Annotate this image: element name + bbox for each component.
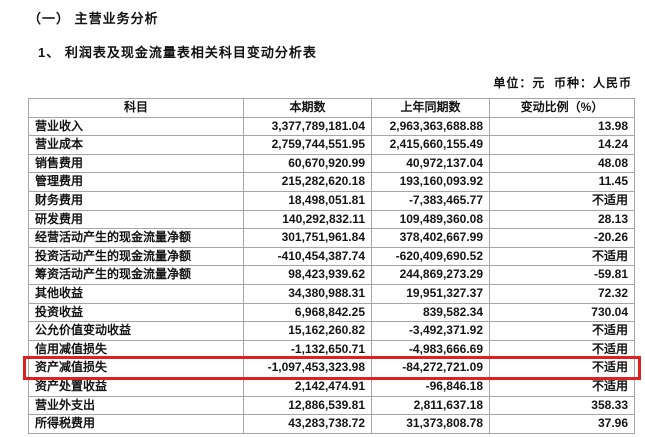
change-ratio-cell: 不适用 — [489, 190, 635, 211]
item-cell: 筹资活动产生的现金流量净额 — [28, 265, 244, 285]
item-cell: 公允价值变动收益 — [28, 321, 244, 341]
prior-period-cell: 2,963,363,688.88 — [371, 116, 490, 137]
prior-period-cell: -620,409,690.52 — [371, 246, 490, 267]
change-ratio-cell: 11.45 — [489, 172, 635, 192]
change-ratio-cell: 48.08 — [489, 153, 635, 174]
current-period-cell: 15,162,260.82 — [243, 321, 372, 341]
item-cell: 信用减值损失 — [28, 339, 244, 360]
current-period-cell: 34,380,988.31 — [243, 283, 372, 304]
change-ratio-cell: 14.24 — [489, 135, 635, 155]
table-row: 资产处置收益 2,142,474.91 -96,846.18 不适用 — [28, 376, 635, 397]
table-row: 营业外支出 12,886,539.81 2,811,637.18 358.33 — [28, 395, 635, 416]
prior-period-cell: 40,972,137.04 — [371, 153, 490, 174]
change-ratio-cell: 不适用 — [489, 339, 635, 360]
item-cell: 所得税费用 — [28, 414, 244, 434]
item-cell: 资产处置收益 — [28, 376, 244, 397]
column-header: 变动比例（%） — [489, 98, 635, 118]
item-cell: 财务费用 — [28, 190, 244, 211]
current-period-cell: 12,886,539.81 — [243, 395, 372, 416]
table-row: 财务费用 18,498,051.81 -7,383,465.77 不适用 — [28, 190, 635, 211]
change-ratio-cell: -59.81 — [489, 265, 635, 285]
column-header: 本期数 — [243, 98, 372, 118]
table-row: 管理费用 215,282,620.18 193,160,093.92 11.45 — [28, 172, 635, 192]
current-period-cell: 215,282,620.18 — [243, 172, 372, 192]
prior-period-cell: -4,983,666.69 — [371, 339, 490, 360]
item-cell: 其他收益 — [28, 283, 244, 304]
table-row: 其他收益 34,380,988.31 19,951,327.37 72.32 — [28, 283, 635, 304]
prior-period-cell: 839,582.34 — [371, 302, 490, 323]
table-row: 研发费用 140,292,832.11 109,489,360.08 28.13 — [28, 209, 635, 230]
table-row: 投资收益 6,968,842.25 839,582.34 730.04 — [28, 302, 635, 323]
table-row: 营业收入 3,377,789,181.04 2,963,363,688.88 13.9… — [28, 116, 635, 137]
unit-currency-note: 单位：元 币种：人民币 — [493, 76, 632, 90]
item-cell: 投资活动产生的现金流量净额 — [28, 246, 244, 267]
change-ratio-cell: 不适用 — [489, 321, 635, 341]
section-heading: （一） 主营业务分析 — [28, 11, 159, 26]
table-wrapper: 科目 本期数 上年同期数 变动比例（%） 营业收入 3,377,789,181.04 2,… — [23, 98, 641, 434]
prior-period-cell: 19,951,327.37 — [371, 283, 490, 304]
item-cell: 经营活动产生的现金流量净额 — [28, 228, 244, 248]
column-header: 上年同期数 — [371, 98, 490, 118]
current-period-cell: 98,423,939.62 — [243, 265, 372, 285]
table-row: 筹资活动产生的现金流量净额 98,423,939.62 244,869,273.29… — [28, 265, 635, 285]
item-cell: 资产减值损失 — [28, 358, 244, 378]
prior-period-cell: 193,160,093.92 — [371, 172, 490, 192]
table-row: 营业成本 2,759,744,551.95 2,415,660,155.49 14.2… — [28, 135, 635, 155]
change-ratio-cell: -20.26 — [489, 228, 635, 248]
table-row: 所得税费用 43,283,738.72 31,373,808.78 37.96 — [28, 414, 635, 434]
change-ratio-cell: 37.96 — [489, 414, 635, 434]
subsection-heading: 1、 利润表及现金流量表相关科目变动分析表 — [38, 45, 317, 60]
current-period-cell: 60,670,920.99 — [243, 153, 372, 174]
current-period-cell: 2,759,744,551.95 — [243, 135, 372, 155]
change-ratio-cell: 不适用 — [489, 358, 635, 378]
current-period-cell: -1,097,453,323.98 — [243, 358, 372, 378]
table-row: 销售费用 60,670,920.99 40,972,137.04 48.08 — [28, 153, 635, 174]
item-cell: 销售费用 — [28, 153, 244, 174]
table-row: 投资活动产生的现金流量净额 -410,454,387.74 -620,409,690… — [28, 246, 635, 267]
current-period-cell: 2,142,474.91 — [243, 376, 372, 397]
prior-period-cell: 378,402,667.99 — [371, 228, 490, 248]
change-ratio-cell: 13.98 — [489, 116, 635, 137]
change-ratio-cell: 730.04 — [489, 302, 635, 323]
change-ratio-cell: 358.33 — [489, 395, 635, 416]
prior-period-cell: -7,383,465.77 — [371, 190, 490, 211]
current-period-cell: 301,751,961.84 — [243, 228, 372, 248]
item-cell: 营业成本 — [28, 135, 244, 155]
change-ratio-cell: 72.32 — [489, 283, 635, 304]
prior-period-cell: -84,272,721.09 — [371, 358, 490, 378]
table-body: 营业收入 3,377,789,181.04 2,963,363,688.88 13.9… — [28, 116, 635, 434]
current-period-cell: 140,292,832.11 — [243, 209, 372, 230]
item-cell: 研发费用 — [28, 209, 244, 230]
document-content: （一） 主营业务分析 1、 利润表及现金流量表相关科目变动分析表 单位：元 币种… — [23, 8, 641, 434]
current-period-cell: -1,132,650.71 — [243, 339, 372, 360]
change-ratio-cell: 不适用 — [489, 246, 635, 267]
item-cell: 投资收益 — [28, 302, 244, 323]
current-period-cell: 6,968,842.25 — [243, 302, 372, 323]
item-cell: 营业外支出 — [28, 395, 244, 416]
table-row: 经营活动产生的现金流量净额 301,751,961.84 378,402,667.9… — [28, 228, 635, 248]
current-period-cell: 43,283,738.72 — [243, 414, 372, 434]
prior-period-cell: 244,869,273.29 — [371, 265, 490, 285]
header-row: 科目 本期数 上年同期数 变动比例（%） — [28, 98, 635, 118]
item-cell: 营业收入 — [28, 116, 244, 137]
current-period-cell: 18,498,051.81 — [243, 190, 372, 211]
current-period-cell: 3,377,789,181.04 — [243, 116, 372, 137]
table-row: 信用减值损失 -1,132,650.71 -4,983,666.69 不适用 — [28, 339, 635, 360]
current-period-cell: -410,454,387.74 — [243, 246, 372, 267]
table-head: 科目 本期数 上年同期数 变动比例（%） — [28, 98, 635, 118]
prior-period-cell: 2,415,660,155.49 — [371, 135, 490, 155]
change-ratio-cell: 28.13 — [489, 209, 635, 230]
prior-period-cell: -3,492,371.92 — [371, 321, 490, 341]
table-row: 资产减值损失 -1,097,453,323.98 -84,272,721.09 不适用 — [28, 358, 635, 378]
prior-period-cell: 31,373,808.78 — [371, 414, 490, 434]
prior-period-cell: 109,489,360.08 — [371, 209, 490, 230]
item-cell: 管理费用 — [28, 172, 244, 192]
change-analysis-table: 科目 本期数 上年同期数 变动比例（%） 营业收入 3,377,789,181.04 2,… — [28, 98, 635, 434]
prior-period-cell: 2,811,637.18 — [371, 395, 490, 416]
column-header: 科目 — [28, 98, 244, 118]
table-row: 公允价值变动收益 15,162,260.82 -3,492,371.92 不适用 — [28, 321, 635, 341]
prior-period-cell: -96,846.18 — [371, 376, 490, 397]
change-ratio-cell: 不适用 — [489, 376, 635, 397]
